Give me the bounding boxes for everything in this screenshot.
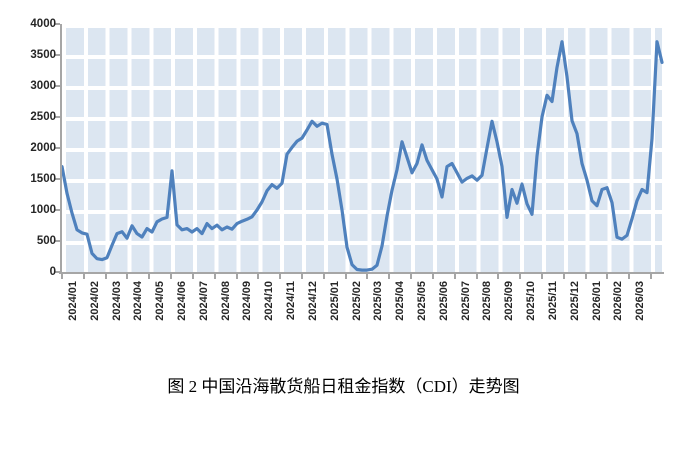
- x-axis-tick-label: 2025/01: [328, 281, 341, 321]
- y-axis-tick-label: 0: [49, 266, 56, 278]
- x-axis-tick-label: 2025/10: [525, 281, 538, 321]
- x-axis-tick: [388, 274, 391, 279]
- x-axis-tick: [475, 274, 478, 279]
- x-axis-tick-label: 2024/03: [110, 281, 123, 321]
- x-axis-tick-label: 2026/03: [634, 281, 647, 321]
- y-axis-tick-label: 3000: [30, 80, 56, 92]
- x-axis-tick: [431, 274, 434, 279]
- x-axis-tick: [344, 274, 347, 279]
- x-axis-tick: [497, 274, 500, 279]
- plot-area: [60, 24, 664, 272]
- x-axis-tick-label: 2025/03: [372, 281, 385, 321]
- x-axis-tick-label: 2024/08: [219, 281, 232, 321]
- x-axis-tick-label: 2025/06: [437, 281, 450, 321]
- y-axis-tick: [54, 240, 60, 242]
- x-axis-tick-label: 2025/07: [459, 281, 472, 321]
- x-axis-tick-label: 2025/05: [416, 281, 428, 321]
- x-axis-tick: [104, 274, 107, 279]
- x-axis-tick-label: 2025/09: [503, 281, 516, 321]
- x-axis-tick: [541, 274, 543, 279]
- y-axis-tick-label: 1500: [30, 173, 56, 185]
- x-axis-tick: [213, 274, 216, 279]
- y-axis-tick-label: 3500: [30, 49, 56, 61]
- x-axis-tick: [148, 274, 151, 279]
- x-axis-tick: [584, 274, 587, 279]
- y-axis-tick-label: 4000: [30, 18, 56, 30]
- cdi-trend-line-svg: [60, 40, 664, 272]
- x-axis-tick-label: 2024/01: [66, 281, 79, 321]
- x-axis-tick: [82, 274, 85, 279]
- y-axis-tick-label: 1000: [30, 204, 56, 216]
- y-axis-line: [60, 24, 62, 274]
- x-axis-tick: [628, 274, 631, 279]
- y-axis-tick: [54, 85, 60, 87]
- y-axis-tick: [54, 271, 60, 273]
- x-axis-tick: [301, 274, 303, 279]
- y-axis-tick-label: 2500: [30, 111, 56, 123]
- x-axis-tick-label: 2024/12: [306, 281, 319, 321]
- x-axis-tick-label: 2024/06: [176, 281, 188, 321]
- x-axis-tick: [366, 274, 369, 279]
- y-axis-tick: [54, 54, 60, 56]
- x-axis-tick-label: 2025/11: [546, 281, 559, 321]
- x-axis-tick: [235, 274, 238, 279]
- cdi-line-series: [60, 40, 664, 272]
- x-axis-tick: [322, 274, 325, 279]
- y-axis-tick-label: 2000: [30, 142, 56, 154]
- x-axis-tick-label: 2024/04: [132, 281, 145, 321]
- x-axis-tick-label: 2024/11: [285, 281, 298, 321]
- x-axis-tick: [61, 274, 63, 279]
- x-axis-line: [59, 272, 664, 274]
- x-axis-tick-label: 2025/04: [394, 281, 407, 321]
- x-axis-tick: [257, 274, 260, 279]
- x-axis-tick: [650, 274, 653, 279]
- x-axis-tick-label: 2025/08: [481, 281, 494, 321]
- x-axis-tick: [453, 274, 456, 279]
- x-axis-tick-label: 2025/02: [350, 281, 363, 321]
- x-axis-tick-label: 2025/12: [568, 281, 581, 321]
- x-axis-tick-label: 2024/10: [263, 281, 276, 321]
- x-axis-tick-label: 2024/05: [154, 281, 167, 321]
- x-axis-tick: [562, 274, 565, 279]
- x-axis-tick-label: 2024/07: [197, 281, 210, 321]
- x-axis-tick: [279, 274, 282, 279]
- x-axis-tick-label: 2024/02: [88, 281, 101, 321]
- x-axis-tick: [191, 274, 194, 279]
- x-axis-tick: [410, 274, 413, 279]
- x-axis-tick-label: 2026/02: [612, 281, 625, 321]
- figure-caption: 图 2 中国沿海散货船日租金指数（CDI）走势图: [167, 377, 520, 396]
- x-axis-tick: [126, 274, 129, 279]
- y-axis-tick: [54, 116, 60, 118]
- x-axis-tick: [606, 274, 609, 279]
- x-axis-tick-label: 2024/09: [241, 281, 254, 321]
- y-axis-tick: [54, 178, 60, 180]
- y-axis-tick: [54, 147, 60, 149]
- x-axis-tick: [170, 274, 173, 279]
- x-axis-tick-label: 2026/01: [590, 281, 603, 321]
- y-axis-tick: [54, 209, 60, 211]
- y-axis-tick: [54, 23, 60, 25]
- x-axis-tick: [519, 274, 522, 279]
- y-axis-tick-label: 500: [36, 235, 56, 247]
